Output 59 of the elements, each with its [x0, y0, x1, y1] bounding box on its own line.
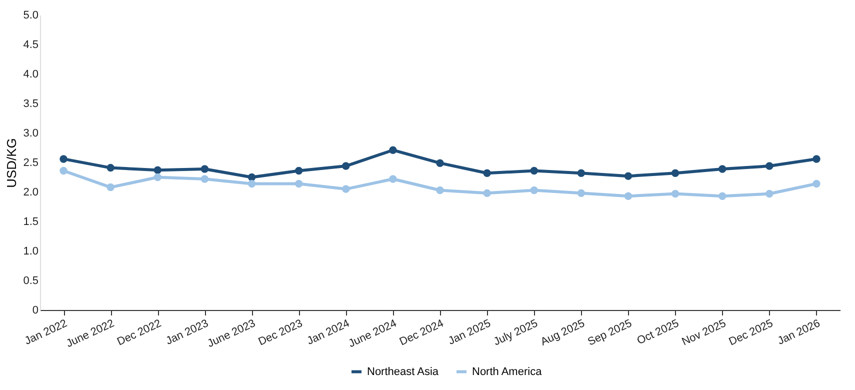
legend-label: Northeast Asia — [367, 366, 440, 378]
point — [671, 169, 680, 177]
point — [812, 155, 820, 163]
point — [60, 166, 68, 175]
point — [342, 185, 350, 193]
y-tick-label: 3.0 — [23, 128, 38, 140]
y-tick-label: 5.0 — [23, 10, 38, 22]
point — [577, 169, 586, 177]
point — [624, 172, 632, 180]
point — [106, 183, 114, 192]
x-tick-label: Dec 2024 — [398, 318, 446, 348]
point — [577, 189, 586, 198]
point — [436, 186, 444, 194]
y-tick-label: 2.0 — [23, 186, 38, 198]
y-tick-label: 0 — [32, 304, 38, 316]
y-tick-label: 1.5 — [23, 216, 38, 228]
legend-label: North America — [472, 366, 543, 378]
y-tick-label: 3.5 — [23, 98, 38, 110]
point — [389, 146, 397, 154]
x-tick-label: Jan 2026 — [776, 318, 822, 348]
point — [812, 180, 820, 188]
point — [154, 166, 162, 174]
y-tick-label: 4.5 — [23, 39, 38, 51]
point — [200, 175, 209, 183]
point — [294, 166, 303, 175]
point — [200, 165, 209, 173]
point — [436, 159, 444, 167]
x-tick-label: July 2025 — [492, 318, 540, 348]
point — [718, 192, 726, 200]
point — [483, 169, 491, 177]
x-tick-label: Oct 2025 — [635, 318, 681, 348]
point — [60, 155, 68, 163]
point — [530, 166, 538, 175]
point — [106, 164, 114, 172]
y-tick-label: 1.0 — [23, 246, 38, 258]
point — [624, 192, 632, 200]
point — [483, 189, 491, 198]
y-tick-label: 0.5 — [23, 275, 38, 287]
x-tick-label: Jan 2025 — [446, 318, 493, 348]
x-tick-label: Dec 2022 — [115, 318, 164, 348]
point — [718, 165, 726, 173]
point — [294, 180, 303, 188]
point — [389, 175, 397, 183]
point — [766, 190, 774, 198]
point — [530, 186, 538, 194]
point — [342, 162, 350, 170]
y-tick-label: 4.0 — [23, 68, 38, 80]
y-axis-title: USD/KG — [4, 138, 20, 188]
point — [248, 173, 256, 182]
x-tick-label: Dec 2023 — [256, 318, 304, 348]
point — [154, 173, 162, 182]
y-tick-label: 2.5 — [23, 157, 38, 169]
x-tick-label: Dec 2025 — [727, 318, 775, 348]
x-tick-label: Aug 2025 — [538, 318, 587, 348]
x-tick-label: Sep 2025 — [586, 318, 634, 348]
point — [766, 162, 774, 170]
point — [671, 190, 680, 198]
x-tick-label: Nov 2025 — [680, 318, 728, 348]
point — [248, 180, 256, 188]
